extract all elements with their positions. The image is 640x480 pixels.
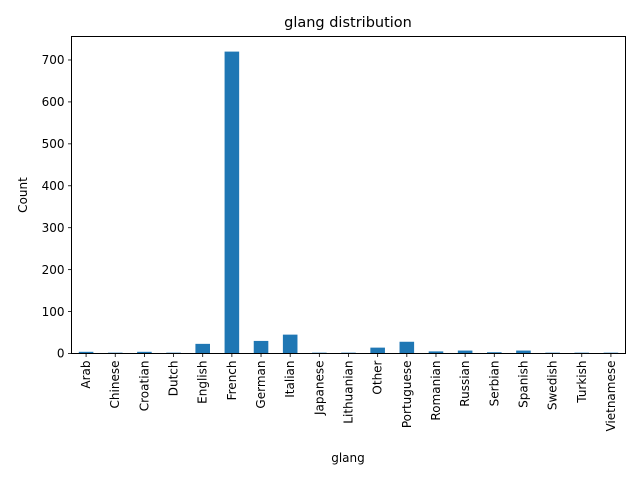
bar-other <box>370 347 385 354</box>
x-tick-label: Serbian <box>487 361 501 407</box>
y-tick-label: 700 <box>42 53 65 67</box>
x-tick-label: Russian <box>458 361 472 407</box>
bar-russian <box>457 350 473 354</box>
x-tick-label: Spanish <box>516 361 530 408</box>
x-tick-label: Chinese <box>108 361 122 409</box>
x-tick-label: Lithuanian <box>342 361 356 424</box>
bar-serbian <box>487 352 502 354</box>
bar-portuguese <box>399 341 415 354</box>
x-tick-label: Croatian <box>137 361 151 412</box>
bar-romanian <box>428 351 444 354</box>
plot-frame <box>71 36 626 354</box>
bar-german <box>253 340 269 354</box>
x-tick-label: Other <box>371 360 385 394</box>
x-tick-label: Vietnamese <box>604 361 618 432</box>
x-tick-label: Italian <box>283 361 297 398</box>
y-tick-label: 600 <box>42 95 65 109</box>
bar-italian <box>282 334 298 354</box>
y-tick-label: 100 <box>42 305 65 319</box>
y-axis-ticks: 0 100 200 300 400 500 600 700 <box>42 53 72 361</box>
y-tick-label: 500 <box>42 137 65 151</box>
x-tick-label: French <box>225 361 239 401</box>
y-axis-label: Count <box>16 177 30 213</box>
x-tick-label: Dutch <box>167 361 181 397</box>
y-tick-label: 300 <box>42 221 65 235</box>
y-tick-label: 400 <box>42 179 65 193</box>
y-tick-label: 0 <box>57 347 65 361</box>
x-tick-label: Portuguese <box>400 361 414 429</box>
x-tick-label: Swedish <box>546 361 560 411</box>
x-tick-label: English <box>196 361 210 404</box>
x-axis-ticks: Arab Chinese Croatian Dutch English French Ger… <box>79 353 618 432</box>
x-tick-label: German <box>254 361 268 409</box>
bar-french <box>224 51 240 354</box>
x-tick-label: Turkish <box>575 361 589 404</box>
bar-croatian <box>137 351 152 354</box>
x-axis-label: glang <box>331 451 365 465</box>
x-tick-label: Japanese <box>312 361 326 417</box>
x-tick-label: Romanian <box>429 361 443 421</box>
y-tick-label: 200 <box>42 263 65 277</box>
x-tick-label: Arab <box>79 361 93 389</box>
bars-group <box>78 51 619 354</box>
bar-spanish <box>516 350 531 354</box>
chart-title: glang distribution <box>284 15 412 31</box>
bar-english <box>195 343 210 354</box>
bar-arab <box>78 351 94 354</box>
